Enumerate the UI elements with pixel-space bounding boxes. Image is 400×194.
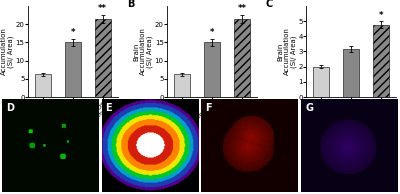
- Bar: [174, 74, 190, 97]
- Text: *: *: [379, 11, 383, 20]
- Text: *: *: [71, 28, 75, 37]
- Text: *: *: [210, 28, 214, 37]
- Text: **: **: [98, 4, 107, 13]
- Text: E: E: [106, 103, 112, 113]
- Bar: [313, 67, 330, 97]
- Bar: [343, 49, 359, 97]
- Bar: [94, 19, 111, 97]
- Text: B: B: [127, 0, 134, 9]
- Text: **: **: [238, 4, 246, 13]
- Y-axis label: Brain
Accumulation
(SI/ Area): Brain Accumulation (SI/ Area): [277, 28, 297, 75]
- Bar: [204, 42, 220, 97]
- Bar: [373, 25, 389, 97]
- Bar: [65, 42, 81, 97]
- Y-axis label: Brain
Accumulation
(SI/ Area): Brain Accumulation (SI/ Area): [134, 28, 153, 75]
- Y-axis label: Brain
Accumulation
(SI/ Area): Brain Accumulation (SI/ Area): [0, 28, 14, 75]
- Text: F: F: [205, 103, 212, 113]
- Text: D: D: [6, 103, 14, 113]
- Text: G: G: [305, 103, 313, 113]
- Bar: [234, 19, 250, 97]
- Bar: [35, 74, 51, 97]
- Text: C: C: [266, 0, 273, 9]
